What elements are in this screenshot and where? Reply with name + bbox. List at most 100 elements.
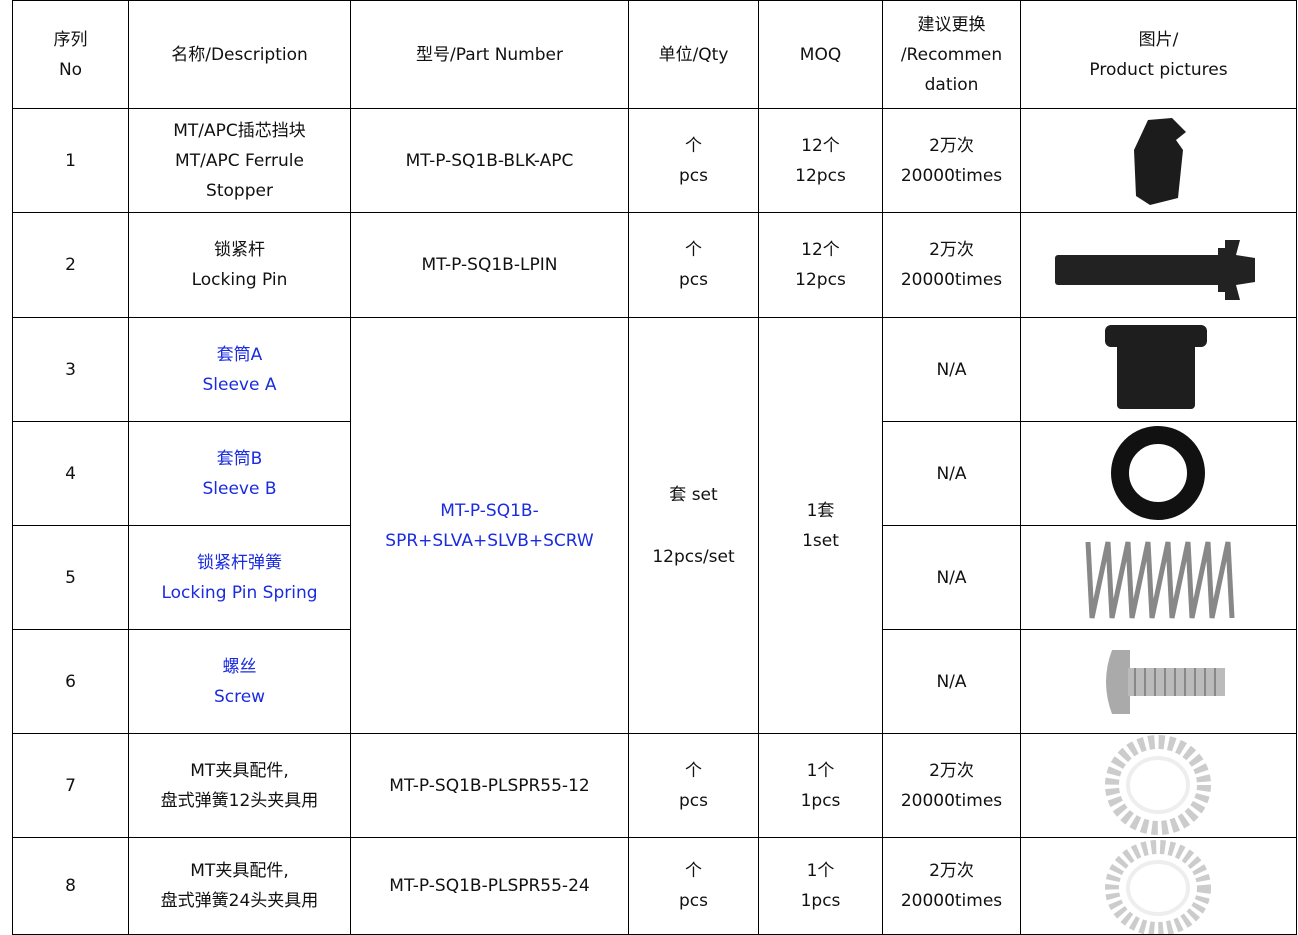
recommendation-cell-line: 2万次: [929, 760, 974, 781]
no-cell: 4: [12, 421, 129, 526]
header-cell-line: 建议更换: [917, 14, 986, 35]
recommendation-cell-line: 2万次: [929, 861, 974, 881]
header-cell: 名称/Description: [128, 0, 351, 109]
recommendation-cell: N/A: [882, 629, 1021, 734]
qty-cell: 套 set 12pcs/set: [628, 317, 759, 734]
part-number-cell: MT-P-SQ1B-LPIN: [350, 212, 629, 318]
no-cell-line: 1: [65, 150, 76, 171]
parts-table: 序列 No 名称/Description 型号/Part Number 单位/Qty MO…: [12, 0, 1297, 935]
moq-cell-line: 12个: [801, 240, 840, 260]
no-cell: 1: [12, 108, 129, 213]
no-cell-line: 7: [65, 775, 76, 796]
description-cell: MT夹具配件, 盘式弹簧12头夹具用: [128, 733, 351, 838]
recommendation-cell-line: N/A: [936, 463, 967, 484]
qty-cell-line: pcs: [679, 270, 708, 290]
part-number-cell-line: MT-P-SQ1B-PLSPR55-12: [389, 775, 590, 796]
no-cell: 6: [12, 629, 129, 734]
recommendation-cell-line: N/A: [936, 359, 967, 380]
qty-cell: 个 pcs: [628, 733, 759, 838]
description-cell-line: 盘式弹簧12头夹具用: [160, 790, 319, 811]
no-cell: 7: [12, 733, 129, 838]
no-cell-line: 6: [65, 671, 76, 692]
header-cell: 建议更换/Recommen dation: [882, 0, 1021, 109]
picture-cell: [1020, 212, 1297, 318]
moq-cell: 12个 12pcs: [758, 212, 883, 318]
recommendation-cell: 2万次 20000times: [882, 212, 1021, 318]
picture-cell: [1020, 108, 1297, 213]
description-cell: 套筒A Sleeve A: [128, 317, 351, 422]
description-cell-line: Screw: [213, 686, 266, 707]
no-cell: 3: [12, 317, 129, 422]
moq-cell: 1个 1pcs: [758, 733, 883, 838]
description-cell-line: Locking Pin Spring: [161, 582, 318, 603]
qty-cell-line: pcs: [679, 165, 708, 186]
moq-cell: 1套 1set: [758, 317, 883, 734]
part-number-cell-line: MT-P-SQ1B-BLK-APC: [405, 150, 574, 171]
no-cell-line: 4: [65, 463, 76, 484]
moq-cell-line: 12个: [801, 135, 840, 156]
header-cell-line: 图片/: [1138, 29, 1179, 50]
header-cell-line: 单位/Qty: [658, 44, 729, 65]
recommendation-cell-line: 20000times: [900, 165, 1003, 186]
recommendation-cell: N/A: [882, 317, 1021, 422]
moq-cell-line: 12pcs: [795, 270, 846, 290]
no-cell-line: 5: [65, 567, 76, 588]
moq-cell-line: 12pcs: [795, 165, 846, 186]
part-number-cell: MT-P-SQ1B-BLK-APC: [350, 108, 629, 213]
part-number-cell-line: SPR+SLVA+SLVB+SCRW: [385, 530, 594, 551]
description-cell-line: 套筒B: [216, 448, 263, 469]
qty-cell-line: 个: [685, 240, 702, 260]
recommendation-cell-line: 20000times: [900, 891, 1003, 911]
picture-cell: [1020, 421, 1297, 526]
qty-cell: 个 pcs: [628, 212, 759, 318]
description-cell: MT夹具配件, 盘式弹簧24头夹具用: [128, 837, 351, 935]
header-cell-line: dation: [924, 74, 979, 95]
header-cell-line: No: [58, 59, 83, 80]
picture-cell: [1020, 525, 1297, 630]
description-cell-line: 盘式弹簧24头夹具用: [160, 891, 319, 911]
table-row: 2 锁紧杆 Locking Pin MT-P-SQ1B-LPIN 个 pcs 12个 12pc…: [12, 212, 1297, 318]
description-cell-line: 锁紧杆: [214, 240, 265, 260]
table-row: 7 MT夹具配件, 盘式弹簧12头夹具用 MT-P-SQ1B-PLSPR55-12 个 p…: [12, 733, 1297, 838]
header-cell-line: 型号/Part Number: [416, 44, 563, 65]
qty-cell-line: 个: [685, 760, 702, 781]
header-cell-line: 序列: [53, 29, 88, 50]
recommendation-cell-line: 20000times: [900, 270, 1003, 290]
picture-cell: [1020, 317, 1297, 422]
recommendation-cell: 2万次 20000times: [882, 837, 1021, 935]
table-row: 3 套筒A Sleeve A MT-P-SQ1B- SPR+SLVA+SLVB+SCRW…: [12, 317, 1297, 734]
recommendation-cell-line: N/A: [936, 567, 967, 588]
description-cell-line: Sleeve A: [202, 374, 277, 395]
recommendation-cell: N/A: [882, 525, 1021, 630]
recommendation-cell: 2万次 20000times: [882, 108, 1021, 213]
moq-cell-line: 1set: [802, 530, 839, 551]
header-cell: 型号/Part Number: [350, 0, 629, 109]
qty-cell: 个 pcs: [628, 837, 759, 935]
picture-cell: [1020, 837, 1297, 935]
part-number-cell: MT-P-SQ1B-PLSPR55-12: [350, 733, 629, 838]
description-cell: 套筒B Sleeve B: [128, 421, 351, 526]
description-cell-line: MT夹具配件,: [190, 861, 289, 881]
description-cell: 锁紧杆 Locking Pin: [128, 212, 351, 318]
description-cell-line: MT/APC Ferrule: [175, 150, 304, 171]
header-row: 序列 No 名称/Description 型号/Part Number 单位/Qty MO…: [12, 0, 1297, 109]
description-cell-line: MT夹具配件,: [190, 760, 289, 781]
description-cell: 锁紧杆弹簧 Locking Pin Spring: [128, 525, 351, 630]
recommendation-cell: 2万次 20000times: [882, 733, 1021, 838]
header-cell: 图片/Product pictures: [1020, 0, 1297, 109]
description-cell-line: 螺丝: [222, 656, 257, 677]
recommendation-cell-line: 2万次: [929, 240, 974, 260]
recommendation-cell: N/A: [882, 421, 1021, 526]
no-cell: 2: [12, 212, 129, 318]
qty-cell-line: pcs: [679, 790, 708, 811]
picture-cell: [1020, 733, 1297, 838]
description-cell-line: Stopper: [206, 180, 273, 201]
description-cell-line: Sleeve B: [202, 478, 277, 499]
part-number-cell-line: MT-P-SQ1B-PLSPR55-24: [389, 876, 590, 896]
description-cell-line: MT/APC插芯挡块: [173, 120, 306, 141]
moq-cell-line: 1个: [806, 760, 835, 781]
no-cell-line: 8: [65, 876, 76, 896]
recommendation-cell-line: 2万次: [929, 135, 974, 156]
no-cell-line: 2: [65, 255, 76, 275]
